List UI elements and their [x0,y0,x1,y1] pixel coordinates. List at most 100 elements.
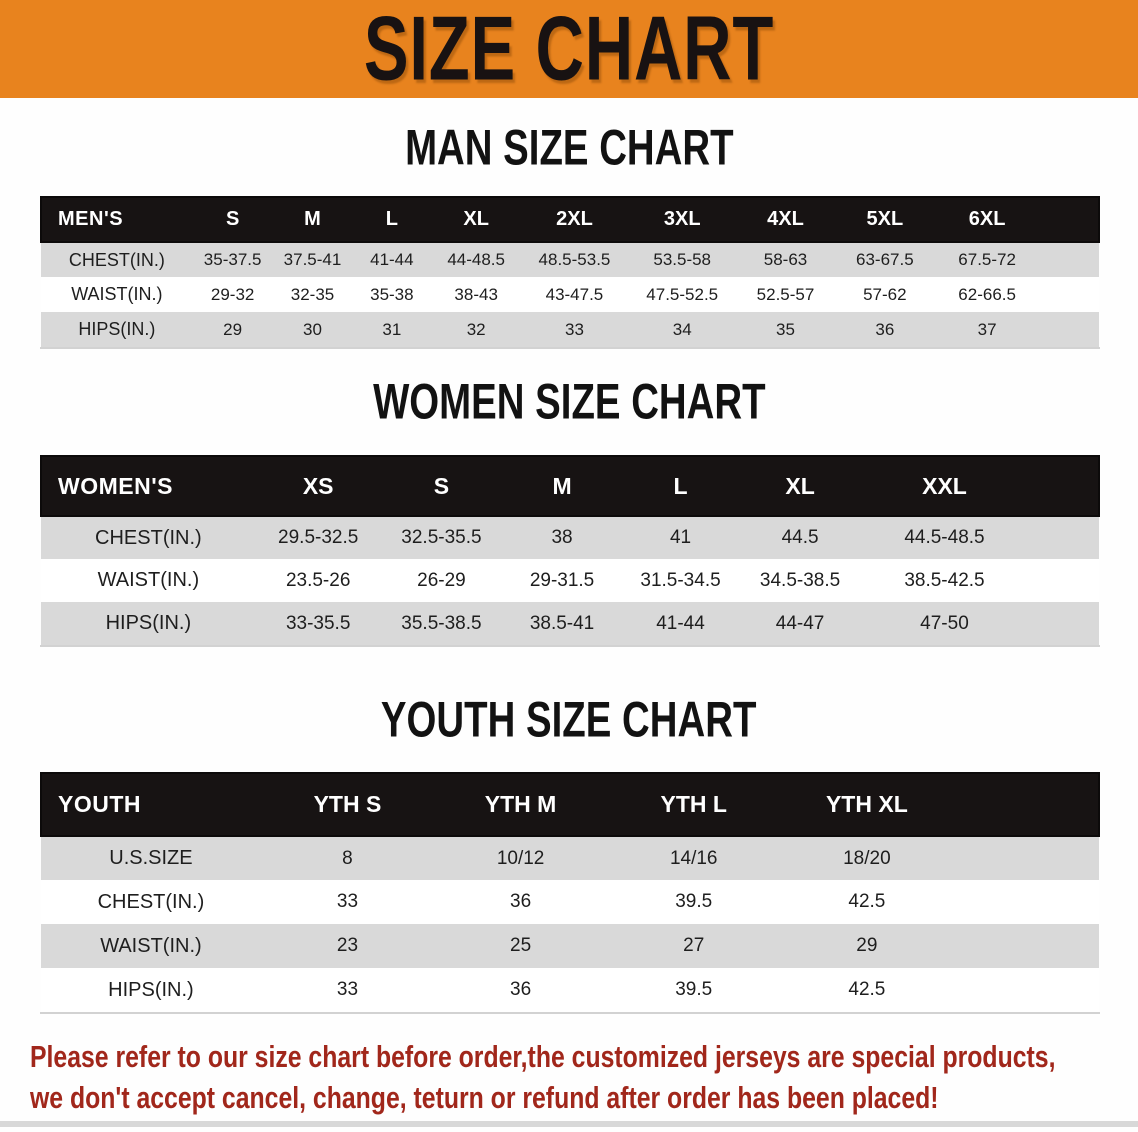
size-value: 31.5-34.5 [621,559,740,602]
row-label: HIPS(IN.) [41,602,256,645]
measurement-row: CHEST(IN.) 35-37.5 37.5-41 41-44 44-48.5 48.5… [41,242,1099,277]
row-label: CHEST(IN.) [41,516,256,559]
size-value: 18/20 [780,836,954,880]
size-value: 36 [434,880,608,924]
size-value: 33 [260,880,435,924]
size-column-header: M [502,455,622,517]
size-value: 43-47.5 [521,277,628,312]
header-spacer [1028,455,1100,517]
size-value: 48.5-53.5 [521,242,628,277]
row-spacer [1039,312,1099,347]
disclaimer: Please refer to our size chart before or… [30,1036,1138,1118]
size-value: 44.5 [739,516,861,559]
group-label: WOMEN'S [40,455,256,517]
size-value: 41-44 [352,242,432,277]
man-section-heading-text: MAN SIZE CHART [404,120,734,177]
size-value: 29-31.5 [502,559,622,602]
size-column-header: YTH XL [780,772,954,837]
row-spacer [953,924,1099,968]
size-value: 41 [621,516,740,559]
table-header-row: MEN'S S M L XL 2XL 3XL 4XL 5XL 6XL [40,196,1100,243]
disclaimer-line-1: Please refer to our size chart before or… [30,1039,1056,1074]
size-value: 8 [260,836,435,880]
size-value: 47.5-52.5 [627,277,737,312]
size-value: 34.5-38.5 [739,559,861,602]
row-spacer [953,880,1099,924]
row-spacer [1039,277,1099,312]
bottom-divider [0,1121,1138,1127]
size-value: 32 [431,312,522,347]
header-spacer [953,772,1100,837]
row-label: U.S.SIZE [41,836,261,880]
size-value: 34 [627,312,737,347]
row-label: HIPS(IN.) [41,312,193,347]
row-spacer [953,836,1099,880]
size-value: 29.5-32.5 [255,516,381,559]
size-column-header: 6XL [935,196,1040,243]
table-header-row: YOUTH YTH S YTH M YTH L YTH XL [40,772,1100,837]
disclaimer-line-2: we don't accept cancel, change, teturn o… [30,1080,939,1115]
size-value: 44-48.5 [431,242,522,277]
row-spacer [1028,602,1099,645]
measurement-row: CHEST(IN.) 29.5-32.5 32.5-35.5 38 41 44.5 44.5… [41,516,1099,559]
row-spacer [1028,559,1099,602]
size-column-header: S [192,196,273,243]
men-size-table: MEN'S S M L XL 2XL 3XL 4XL 5XL 6XL CHEST(IN.) 35-37… [40,196,1100,349]
size-value: 47-50 [860,602,1029,645]
size-column-header: XS [255,455,381,517]
size-value: 29-32 [192,277,273,312]
measurement-row: WAIST(IN.) 23.5-26 26-29 29-31.5 31.5-34.5 34… [41,559,1099,602]
row-label: WAIST(IN.) [41,559,256,602]
women-section-heading-text: WOMEN SIZE CHART [372,374,766,431]
measurement-row: HIPS(IN.) 33 36 39.5 42.5 [41,968,1099,1012]
size-column-header: 2XL [521,196,628,243]
size-value: 42.5 [780,968,954,1012]
size-value: 58-63 [736,242,835,277]
row-label: CHEST(IN.) [41,880,261,924]
size-value: 37 [935,312,1040,347]
youth-size-table-grid: YOUTH YTH S YTH M YTH L YTH XL U.S.SIZE 8 10/12… [40,772,1100,1012]
size-value: 23.5-26 [255,559,381,602]
table-header-row: WOMEN'S XS S M L XL XXL [40,455,1100,517]
youth-size-table: YOUTH YTH S YTH M YTH L YTH XL U.S.SIZE 8 10/12… [40,772,1100,1014]
size-column-header: XXL [860,455,1029,517]
size-column-header: L [352,196,432,243]
size-value: 52.5-57 [736,277,835,312]
size-column-header: 5XL [834,196,936,243]
size-column-header: YTH M [434,772,608,837]
size-column-header: XL [739,455,861,517]
page-title: SIZE CHART [363,0,775,100]
size-value: 29 [192,312,273,347]
size-value: 36 [434,968,608,1012]
size-value: 44.5-48.5 [860,516,1029,559]
row-label: WAIST(IN.) [41,924,261,968]
size-value: 30 [272,312,353,347]
size-value: 33 [521,312,628,347]
size-column-header: L [621,455,740,517]
size-value: 67.5-72 [935,242,1040,277]
size-value: 38.5-42.5 [860,559,1029,602]
size-value: 35.5-38.5 [380,602,503,645]
women-size-table-grid: WOMEN'S XS S M L XL XXL CHEST(IN.) 29.5-32.5 32.5… [40,455,1100,645]
size-value: 57-62 [834,277,936,312]
row-spacer [1028,516,1099,559]
measurement-row: WAIST(IN.) 29-32 32-35 35-38 38-43 43-47.5 47.… [41,277,1099,312]
size-value: 38.5-41 [502,602,622,645]
header-spacer [1039,196,1100,243]
size-value: 36 [834,312,936,347]
size-value: 10/12 [434,836,608,880]
size-value: 38 [502,516,622,559]
group-label: YOUTH [40,772,261,837]
size-column-header: YTH S [260,772,435,837]
size-value: 42.5 [780,880,954,924]
size-value: 35 [736,312,835,347]
size-value: 39.5 [607,880,781,924]
row-spacer [1039,242,1099,277]
women-size-table: WOMEN'S XS S M L XL XXL CHEST(IN.) 29.5-32.5 32.5… [40,455,1100,647]
size-value: 32.5-35.5 [380,516,503,559]
women-section-heading: WOMEN SIZE CHART [0,374,1138,431]
size-column-header: M [272,196,353,243]
size-value: 63-67.5 [834,242,936,277]
size-value: 35-37.5 [192,242,273,277]
